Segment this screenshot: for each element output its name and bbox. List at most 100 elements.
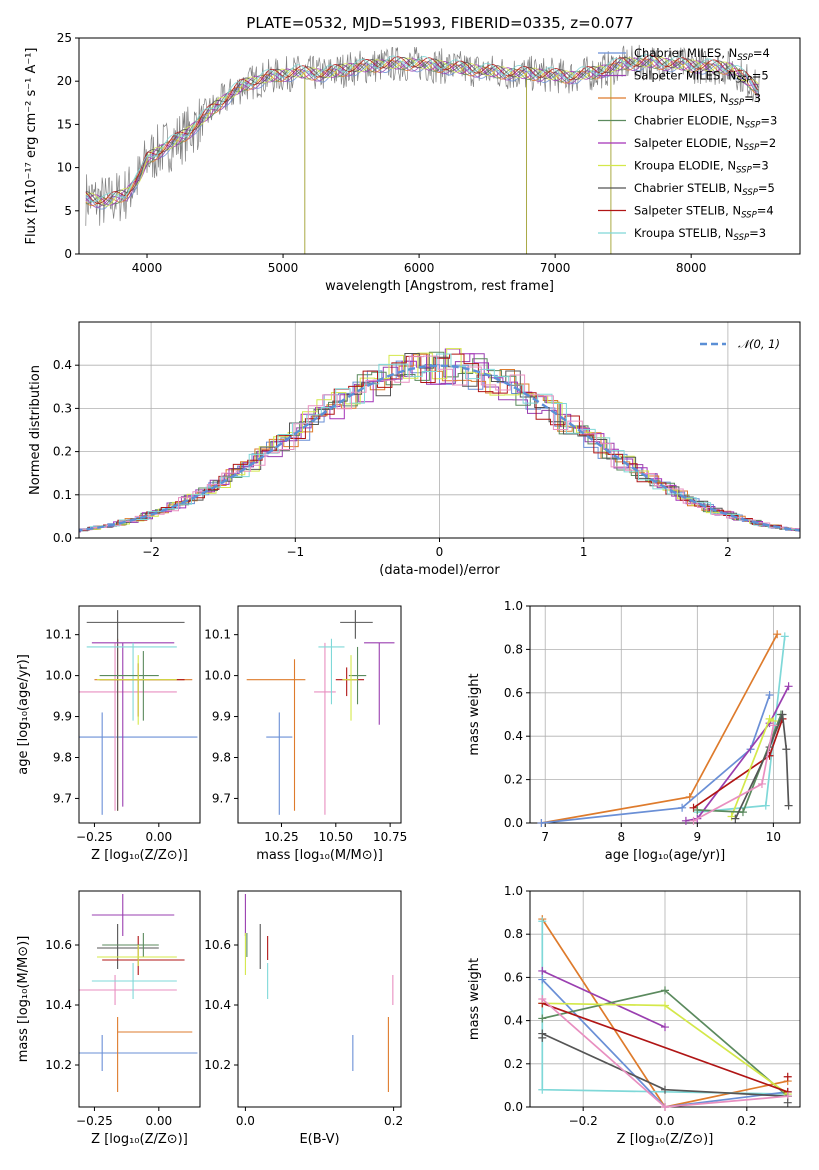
legend-entry: Kroupa MILES, NSSP=3 [634, 91, 761, 108]
data-point [79, 1035, 198, 1071]
panel-2: −0.25 0.00 9.7 9.8 9.9 10.0 10.1 Z [log₁₀(Z/Z⊙)… [16, 605, 201, 863]
weight-line [541, 970, 666, 1028]
data-point [335, 667, 365, 697]
x-tick-label: 4000 [132, 261, 163, 275]
legend-entry: Kroupa ELODIE, NSSP=3 [634, 159, 769, 176]
point-marker [661, 1023, 669, 1032]
point-marker [538, 1014, 547, 1023]
y-axis-label: Flux [fλ10⁻¹⁷ erg cm⁻² s⁻¹ A⁻¹] [24, 48, 39, 245]
y-tick-label: 0.8 [504, 927, 523, 941]
x-tick-label: 0.0 [236, 1114, 255, 1128]
point-marker [773, 630, 782, 639]
model-spectrum-line [85, 57, 759, 206]
x-tick-label: 9 [694, 830, 702, 844]
weight-line [697, 636, 786, 813]
y-tick-label: 0.3 [53, 401, 72, 415]
plot-area [244, 894, 394, 1092]
model-spectrum-line [85, 54, 759, 204]
spectrum-legend: Chabrier MILES, NSSP=4 Salpeter MILES, NS… [598, 46, 777, 243]
y-tick-label: 1.0 [504, 884, 523, 898]
y-tick-label: 10.4 [204, 998, 231, 1012]
y-tick-label: 0.4 [53, 358, 72, 372]
y-axis-label: mass [log₁₀(M/M⊙)] [16, 936, 31, 1063]
x-axis-label: (data-model)/error [379, 563, 500, 578]
point-marker [738, 808, 747, 817]
data-point [91, 963, 177, 999]
panel-7: −0.2 0.0 0.2 0.0 0.2 0.4 0.6 0.8 1.0 Z [log₁₀(Z/Z… [467, 884, 801, 1147]
y-tick-label: 0.8 [504, 642, 523, 656]
x-tick-label: 2 [724, 545, 732, 559]
data-point [342, 655, 358, 721]
axes: 10.25 10.50 10.75 9.7 9.8 9.9 10.0 10.1 mass [lo… [204, 605, 407, 863]
data-point [86, 610, 185, 811]
legend-entry: Chabrier ELODIE, NSSP=3 [634, 114, 777, 131]
x-axis-label: Z [log₁₀(Z/Z⊙)] [91, 848, 188, 863]
model-spectrum-line [85, 55, 759, 206]
legend-entry: Chabrier MILES, NSSP=4 [634, 46, 770, 63]
y-tick-label: 0.4 [504, 729, 523, 743]
weight-line [685, 685, 790, 822]
legend-entry: Salpeter ELODIE, NSSP=2 [634, 136, 776, 153]
x-axis-label: E(B-V) [299, 1132, 339, 1147]
x-tick-label: 0.00 [145, 1114, 172, 1128]
weight-line [541, 694, 771, 824]
point-marker [678, 803, 687, 812]
y-tick-label: 9.8 [212, 750, 231, 764]
x-tick-label: 0.00 [145, 830, 172, 844]
y-tick-label: 0.0 [504, 816, 523, 830]
axes-frame [78, 605, 201, 824]
point-marker [761, 801, 770, 810]
weight-line [734, 714, 790, 820]
y-axis-label: mass weight [467, 673, 482, 755]
y-tick-label: 9.7 [212, 791, 231, 805]
axes: −2 −1 0 1 2 0.0 0.1 0.2 0.3 0.4 (data-model)/error… [28, 321, 801, 578]
y-tick-label: 0 [64, 247, 72, 261]
point-marker [731, 814, 740, 823]
legend-entry: 𝒩(0, 1) [738, 337, 780, 351]
data-point [266, 712, 293, 815]
axes-frame [78, 37, 801, 255]
point-marker [689, 816, 698, 825]
y-tick-label: 0.2 [53, 445, 72, 459]
plot-area [79, 348, 800, 533]
y-axis-label: Normed distribution [28, 365, 43, 495]
y-tick-label: 10.2 [45, 1058, 72, 1072]
point-marker [783, 1072, 792, 1081]
y-tick-label: 5 [64, 204, 72, 218]
x-tick-label: −2 [142, 545, 160, 559]
y-tick-label: 0.2 [504, 1057, 523, 1071]
axes: 0.0 0.2 10.2 10.4 10.6 E(B-V) [204, 890, 403, 1147]
axes-frame [237, 605, 402, 824]
point-marker [685, 792, 694, 801]
legend-entry: Salpeter STELIB, NSSP=4 [634, 204, 774, 221]
plot-area [246, 610, 395, 815]
point-marker [538, 975, 547, 984]
y-tick-label: 0.6 [504, 686, 523, 700]
data-point [99, 663, 185, 717]
plot-area [79, 894, 198, 1092]
model-spectrum-line [85, 58, 759, 207]
y-tick-label: 9.9 [53, 710, 72, 724]
data-point [246, 659, 306, 811]
point-marker [784, 801, 793, 810]
y-tick-label: 10.0 [45, 669, 72, 683]
x-tick-label: 7 [541, 830, 549, 844]
point-marker [538, 1033, 547, 1042]
x-tick-label: −0.25 [76, 1114, 113, 1128]
y-tick-label: 15 [57, 117, 72, 131]
y-tick-label: 10.2 [204, 1058, 231, 1072]
x-tick-label: 6000 [404, 261, 435, 275]
y-tick-label: 0.0 [53, 531, 72, 545]
axes-frame [529, 605, 801, 824]
data-point [91, 894, 175, 936]
data-point [348, 646, 367, 705]
y-tick-label: 10.6 [45, 938, 72, 952]
data-point [364, 642, 395, 725]
point-marker [538, 966, 547, 975]
x-tick-label: 0.2 [384, 1114, 403, 1128]
data-point [318, 638, 345, 705]
x-tick-label: 5000 [268, 261, 299, 275]
data-point [97, 924, 159, 969]
point-marker [693, 805, 702, 814]
